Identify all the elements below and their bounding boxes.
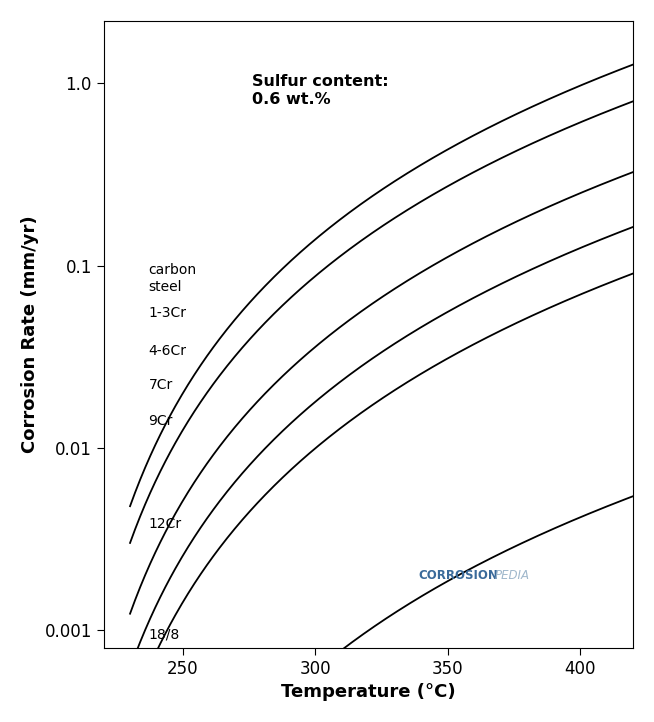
Text: PEDIA: PEDIA [494, 569, 529, 582]
Text: CORROSION: CORROSION [419, 569, 498, 582]
Text: 1-3Cr: 1-3Cr [148, 306, 186, 320]
Text: Sulfur content:
0.6 wt.%: Sulfur content: 0.6 wt.% [252, 74, 388, 107]
Text: 9Cr: 9Cr [148, 414, 173, 428]
Text: 7Cr: 7Cr [148, 378, 173, 393]
Text: 18/8: 18/8 [148, 627, 180, 641]
Text: 12Cr: 12Cr [148, 518, 182, 531]
Y-axis label: Corrosion Rate (mm/yr): Corrosion Rate (mm/yr) [21, 215, 39, 453]
X-axis label: Temperature (°C): Temperature (°C) [281, 683, 456, 701]
Text: carbon
steel: carbon steel [148, 264, 197, 294]
Text: 4-6Cr: 4-6Cr [148, 344, 186, 358]
